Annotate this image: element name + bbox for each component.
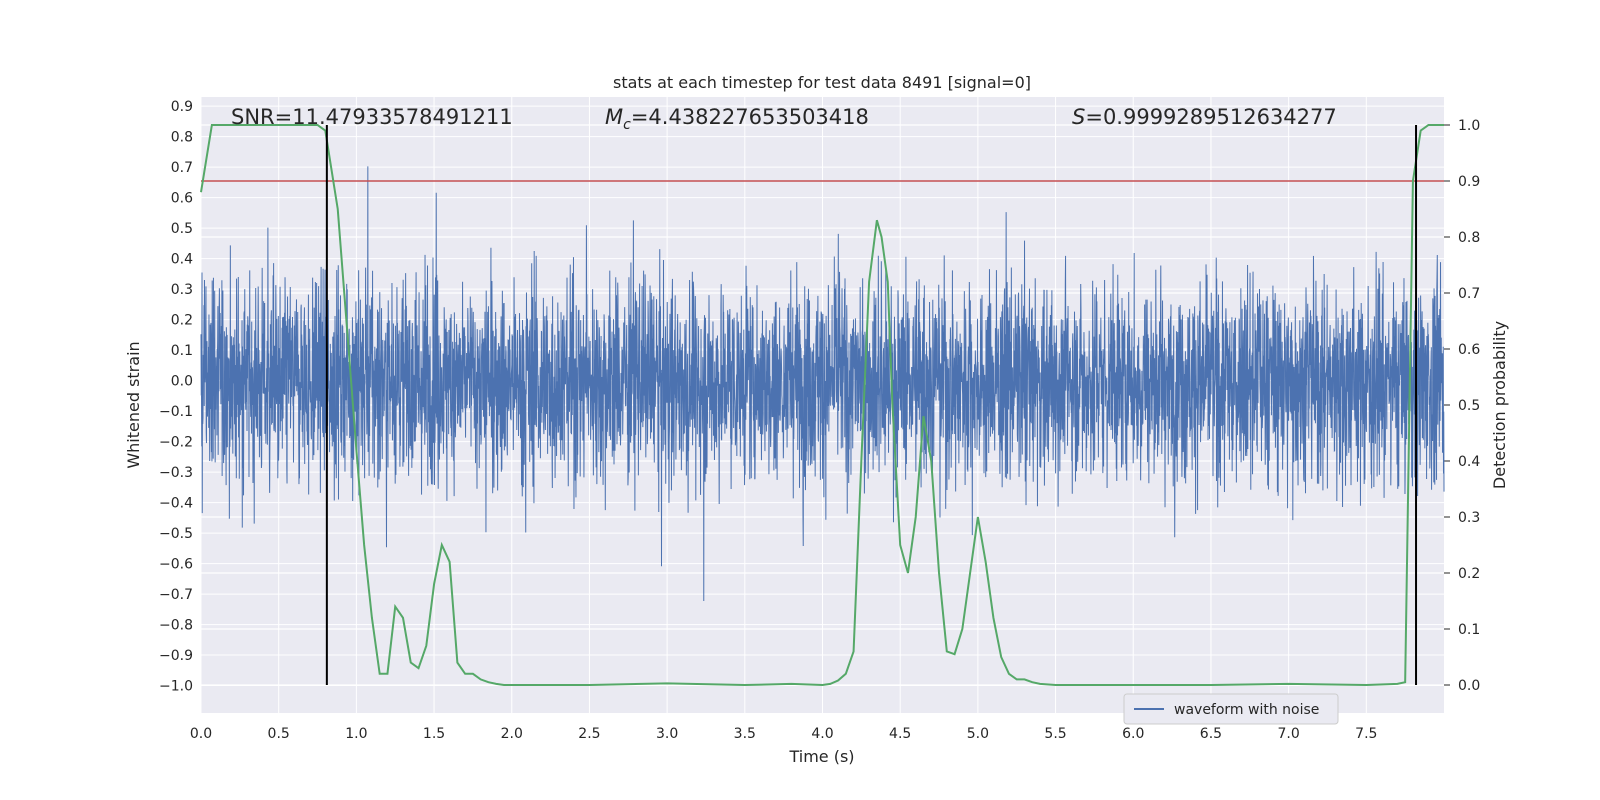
y-left-tick-labels: 0.9 0.8 0.7 0.6 0.5 0.4 0.3 0.2 0.1 0.0 −0.1 −0.2 −0… <box>159 99 193 694</box>
y-left-tick-label: 0.9 <box>171 99 193 115</box>
y-left-tick-label: 0.4 <box>171 252 193 268</box>
y-right-tick-label: 0.3 <box>1458 510 1480 526</box>
y-right-tick-label: 0.7 <box>1458 286 1480 302</box>
x-axis-label: Time (s) <box>788 747 854 766</box>
snr-annotation: SNR=11.47933578491211 <box>231 105 513 129</box>
x-tick-label: 6.0 <box>1122 726 1144 742</box>
y-left-tick-label: −1.0 <box>159 679 193 695</box>
y-left-tick-label: −0.4 <box>159 496 193 512</box>
y-left-tick-label: 0.6 <box>171 191 193 207</box>
x-tick-label: 0.5 <box>268 726 290 742</box>
x-tick-label: 6.5 <box>1200 726 1222 742</box>
chirp-mass-annotation: Mc=4.438227653503418 <box>605 105 869 133</box>
x-tick-label: 1.5 <box>423 726 445 742</box>
probability-line <box>200 124 1444 687</box>
y-right-tick-label: 0.8 <box>1458 230 1480 246</box>
y-left-tick-label: 0.3 <box>171 282 193 298</box>
x-tick-label: 4.5 <box>889 726 911 742</box>
x-tick-label: 1.0 <box>345 726 367 742</box>
y-left-tick-label: −0.2 <box>159 435 193 451</box>
y-left-tick-label: 0.0 <box>171 374 193 390</box>
x-tick-label: 0.0 <box>190 726 212 742</box>
chart-title: stats at each timestep for test data 849… <box>613 73 1031 92</box>
legend: waveform with noise <box>1123 693 1339 725</box>
y-left-tick-label: −0.3 <box>159 465 193 481</box>
y-right-tick-label: 0.2 <box>1458 566 1480 582</box>
y-left-tick-label: −0.8 <box>159 618 193 634</box>
x-tick-label: 7.5 <box>1355 726 1377 742</box>
waveform-line <box>200 166 1445 602</box>
s-annotation: S=0.9999289512634277 <box>1072 105 1337 129</box>
y-right-tick-label: 0.9 <box>1458 174 1480 190</box>
y-left-tick-label: −0.1 <box>159 404 193 420</box>
y-left-tick-label: 0.8 <box>171 130 193 146</box>
chirp-mass-symbol: M <box>605 105 623 129</box>
chirp-mass-value: =4.438227653503418 <box>631 105 869 129</box>
y-left-tick-label: 0.2 <box>171 313 193 329</box>
x-tick-label: 2.5 <box>578 726 600 742</box>
chirp-mass-subscript: c <box>623 117 631 133</box>
y-right-tick-label: 0.1 <box>1458 622 1480 638</box>
y-left-tick-label: −0.6 <box>159 557 193 573</box>
y-right-tick-label: 0.6 <box>1458 342 1480 358</box>
x-tick-label: 4.0 <box>811 726 833 742</box>
y-left-tick-label: 0.1 <box>171 343 193 359</box>
y-right-tick-label: 1.0 <box>1458 118 1480 134</box>
x-tick-labels: 0.0 0.5 1.0 1.5 2.0 2.5 3.0 3.5 4.0 4.5 5.0 5.5 6.0 6… <box>190 726 1378 742</box>
y-left-axis-label: Whitened strain <box>124 341 143 468</box>
s-symbol: S <box>1072 105 1085 129</box>
y-right-axis-label: Detection probability <box>1490 321 1509 489</box>
x-tick-label: 5.5 <box>1044 726 1066 742</box>
y-left-tick-label: 0.7 <box>171 160 193 176</box>
y-right-tick-label: 0.4 <box>1458 454 1480 470</box>
x-tick-label: 5.0 <box>967 726 989 742</box>
legend-label-waveform: waveform with noise <box>1174 702 1319 718</box>
s-value: =0.9999289512634277 <box>1085 105 1336 129</box>
legend-box <box>1123 693 1339 725</box>
x-tick-label: 2.0 <box>501 726 523 742</box>
x-tick-label: 3.0 <box>656 726 678 742</box>
y-left-tick-label: 0.5 <box>171 221 193 237</box>
y-left-tick-label: −0.7 <box>159 587 193 603</box>
y-left-tick-label: −0.9 <box>159 648 193 664</box>
x-tick-label: 7.0 <box>1277 726 1299 742</box>
y-right-tick-labels: 1.0 0.9 0.8 0.7 0.6 0.5 0.4 0.3 0.2 0.1 0.0 <box>1458 118 1480 694</box>
y-right-tick-label: 0.5 <box>1458 398 1480 414</box>
y-right-tick-label: 0.0 <box>1458 678 1480 694</box>
x-tick-label: 3.5 <box>734 726 756 742</box>
vlines <box>325 125 1418 685</box>
y-left-tick-label: −0.5 <box>159 526 193 542</box>
